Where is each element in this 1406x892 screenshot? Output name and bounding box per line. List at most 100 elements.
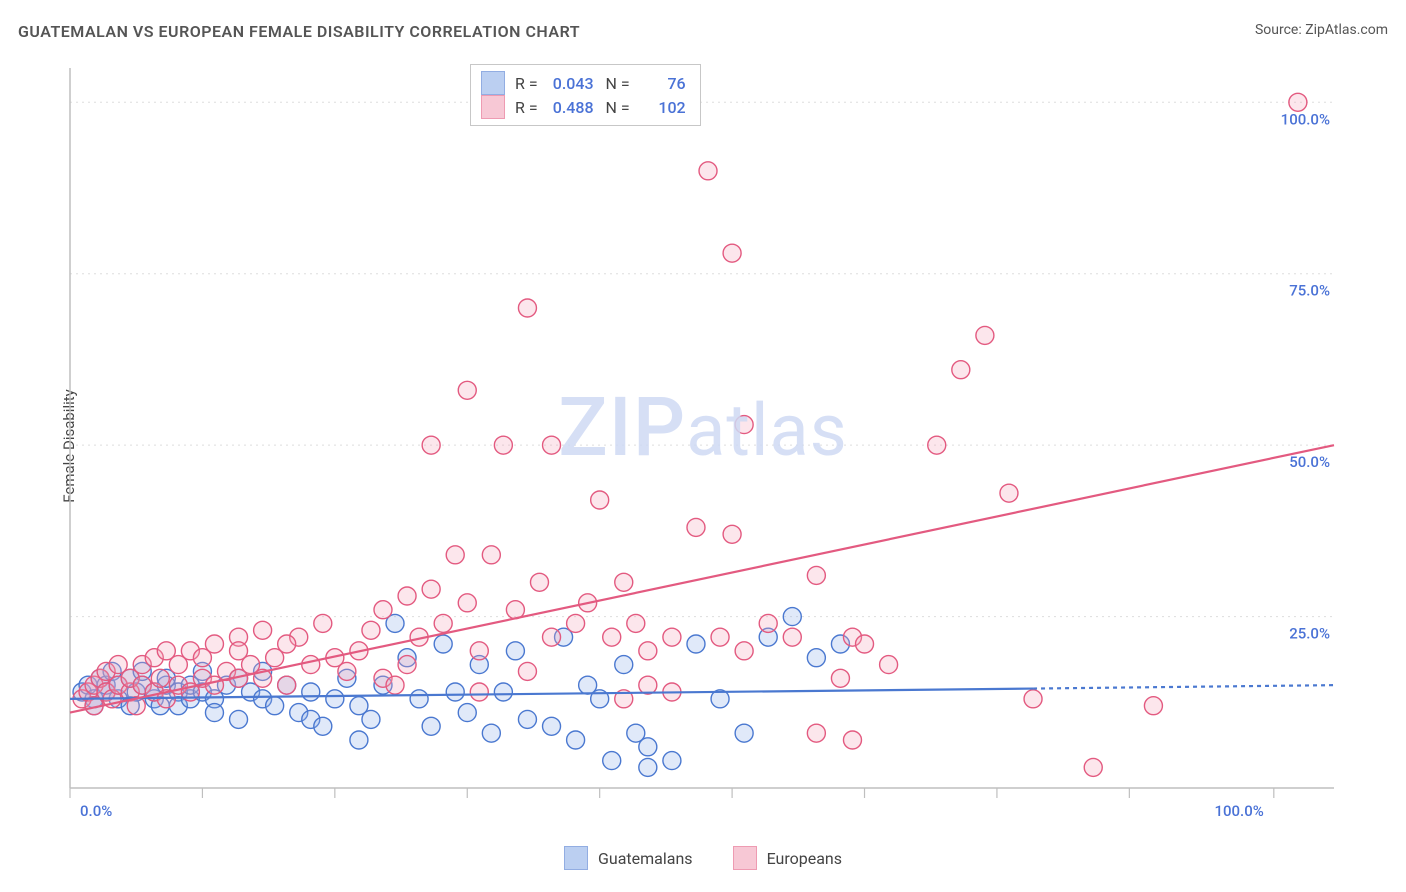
europeans-point <box>422 436 440 454</box>
europeans-point <box>843 731 861 749</box>
x-tick-label: 100.0% <box>1214 802 1263 818</box>
guatemalans-point <box>205 704 223 722</box>
guatemalans-trend-extension <box>1033 685 1334 688</box>
chart-area: 25.0% 50.0% 75.0% 100.0% 0.0% 100.0% <box>50 58 1380 818</box>
guatemalans-point <box>422 717 440 735</box>
europeans-point <box>663 628 681 646</box>
guatemalans-point <box>603 752 621 770</box>
europeans-point <box>470 642 488 660</box>
europeans-point <box>627 614 645 632</box>
europeans-point <box>711 628 729 646</box>
europeans-point <box>807 724 825 742</box>
correlation-text: R = 0.488 N = 102 <box>515 98 686 117</box>
europeans-point <box>151 669 169 687</box>
europeans-point <box>735 416 753 434</box>
europeans-point <box>362 621 380 639</box>
guatemalans-point <box>350 731 368 749</box>
y-tick-label: 75.0% <box>1289 282 1330 300</box>
europeans-point <box>699 162 717 180</box>
source-prefix: Source: <box>1255 22 1305 38</box>
europeans-point <box>880 656 898 674</box>
guatemalans-point <box>615 656 633 674</box>
guatemalans-point <box>663 752 681 770</box>
europeans-point <box>398 656 416 674</box>
europeans-point <box>1084 758 1102 776</box>
europeans-point <box>314 614 332 632</box>
europeans-point <box>302 656 320 674</box>
europeans-point <box>856 635 874 653</box>
europeans-point <box>374 601 392 619</box>
guatemalans-point <box>567 731 585 749</box>
guatemalans-point <box>446 683 464 701</box>
europeans-point <box>639 642 657 660</box>
europeans-point <box>278 635 296 653</box>
europeans-point <box>1000 484 1018 502</box>
europeans-point <box>1289 93 1307 111</box>
guatemalans-point <box>518 710 536 728</box>
correlation-text: R = 0.043 N = 76 <box>515 74 686 93</box>
scatter-plot-svg: 25.0% 50.0% 75.0% 100.0% 0.0% 100.0% <box>50 58 1380 818</box>
europeans-point <box>615 573 633 591</box>
guatemalans-swatch-icon <box>481 71 505 95</box>
guatemalans-point <box>807 649 825 667</box>
europeans-swatch-icon <box>481 95 505 119</box>
europeans-point <box>482 546 500 564</box>
europeans-point <box>831 669 849 687</box>
europeans-point <box>723 244 741 262</box>
europeans-point <box>928 436 946 454</box>
europeans-point <box>518 662 536 680</box>
europeans-point <box>1024 690 1042 708</box>
europeans-point <box>278 676 296 694</box>
legend-label: Europeans <box>767 849 842 868</box>
europeans-point <box>446 546 464 564</box>
guatemalans-point <box>639 758 657 776</box>
guatemalans-point <box>639 738 657 756</box>
europeans-point <box>518 299 536 317</box>
guatemalans-point <box>302 683 320 701</box>
europeans-point <box>254 621 272 639</box>
correlation-row-europeans: R = 0.488 N = 102 <box>481 95 686 119</box>
europeans-point <box>434 614 452 632</box>
guatemalans-point <box>735 724 753 742</box>
europeans-point <box>1144 697 1162 715</box>
legend-label: Guatemalans <box>598 849 693 868</box>
europeans-point <box>470 683 488 701</box>
guatemalans-point <box>434 635 452 653</box>
europeans-point <box>567 614 585 632</box>
europeans-point <box>543 436 561 454</box>
correlation-legend: R = 0.043 N = 76 R = 0.488 N = 102 <box>470 64 701 126</box>
europeans-point <box>458 381 476 399</box>
guatemalans-point <box>266 697 284 715</box>
europeans-point <box>783 628 801 646</box>
guatemalans-point <box>687 635 705 653</box>
guatemalans-point <box>543 717 561 735</box>
y-tick-label: 100.0% <box>1281 110 1330 128</box>
europeans-point <box>735 642 753 660</box>
source-link[interactable]: ZipAtlas.com <box>1305 22 1388 38</box>
europeans-point <box>723 525 741 543</box>
guatemalans-point <box>314 717 332 735</box>
europeans-trend-line <box>70 445 1334 712</box>
europeans-point <box>543 628 561 646</box>
guatemalans-point <box>482 724 500 742</box>
y-tick-label: 50.0% <box>1289 453 1330 471</box>
x-tick-label: 0.0% <box>80 802 112 818</box>
europeans-point <box>639 676 657 694</box>
europeans-point <box>952 361 970 379</box>
source-attribution: Source: ZipAtlas.com <box>1255 22 1388 38</box>
legend-item-guatemalans: Guatemalans <box>564 846 693 870</box>
guatemalans-point <box>506 642 524 660</box>
europeans-point <box>759 614 777 632</box>
europeans-point <box>976 326 994 344</box>
y-tick-label: 25.0% <box>1289 625 1330 643</box>
series-legend: Guatemalans Europeans <box>564 846 842 870</box>
chart-title: GUATEMALAN VS EUROPEAN FEMALE DISABILITY… <box>18 22 580 41</box>
guatemalans-point <box>326 690 344 708</box>
europeans-point <box>230 642 248 660</box>
correlation-row-guatemalans: R = 0.043 N = 76 <box>481 71 686 95</box>
europeans-point <box>687 518 705 536</box>
europeans-point <box>205 635 223 653</box>
europeans-point <box>807 566 825 584</box>
legend-item-europeans: Europeans <box>733 846 842 870</box>
europeans-point <box>603 628 621 646</box>
